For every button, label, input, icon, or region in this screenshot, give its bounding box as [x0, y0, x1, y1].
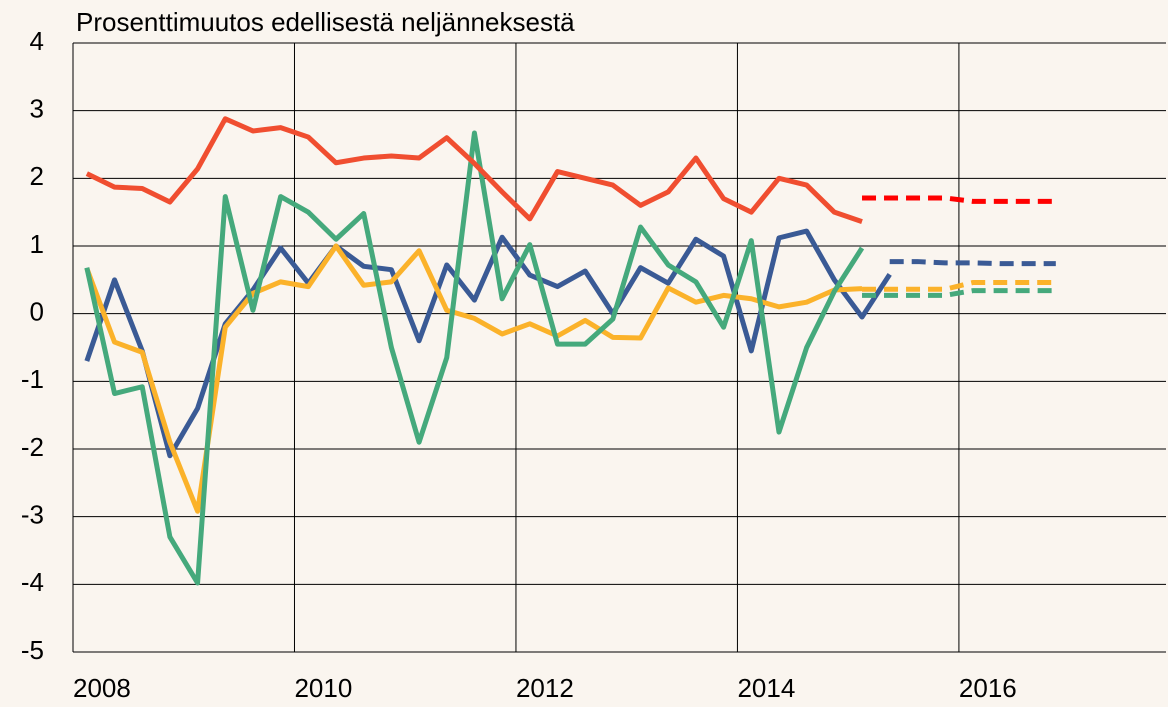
- x-tick-label: 2012: [516, 673, 574, 703]
- y-tick-label: 3: [30, 94, 44, 124]
- y-tick-label: 4: [30, 26, 44, 56]
- chart-title: Prosenttimuutos edellisestä neljännekses…: [76, 7, 575, 37]
- y-tick-label: -5: [21, 635, 44, 665]
- forecast-line: [889, 259, 1056, 267]
- forecast-line: [862, 280, 1056, 292]
- y-tick-label: -2: [21, 432, 44, 462]
- y-tick-label: -3: [21, 500, 44, 530]
- series-line: [84, 130, 865, 586]
- x-tick-label: 2010: [294, 673, 352, 703]
- x-tick-label: 2016: [959, 673, 1017, 703]
- x-tick-label: 2008: [73, 673, 131, 703]
- y-tick-label: 2: [30, 161, 44, 191]
- series-line: [84, 228, 892, 459]
- forecast-line: [862, 195, 1056, 204]
- y-tick-label: 0: [30, 297, 44, 327]
- series-line: [85, 116, 863, 225]
- y-tick-label: 1: [30, 229, 44, 259]
- y-tick-label: -1: [21, 364, 44, 394]
- y-tick-label: -4: [21, 567, 44, 597]
- forecast-line: [862, 288, 1056, 298]
- x-tick-label: 2014: [737, 673, 795, 703]
